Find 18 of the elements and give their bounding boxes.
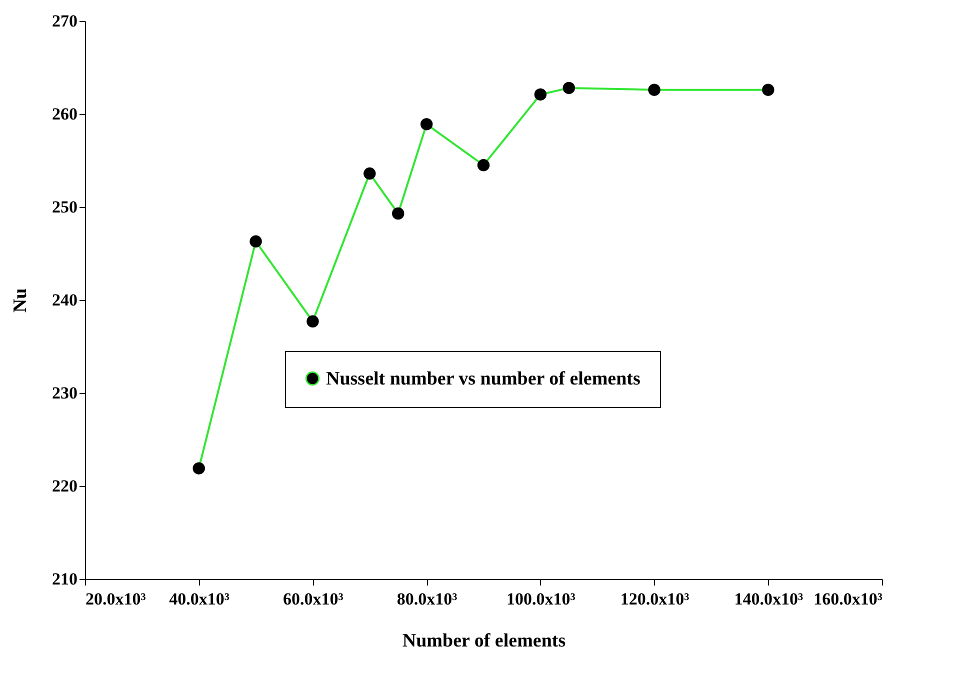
x-tick-label: 160.0x10³ xyxy=(814,590,882,608)
x-tick-label: 20.0x10³ xyxy=(86,590,146,608)
x-tick-label: 100.0x10³ xyxy=(506,590,576,608)
x-tick-label: 80.0x10³ xyxy=(396,590,458,608)
x-tick-label: 120.0x10³ xyxy=(620,590,690,608)
x-axis-title: Number of elements xyxy=(402,630,566,652)
y-tick-label: 250 xyxy=(52,198,78,216)
y-tick-label: 240 xyxy=(52,290,78,310)
legend-label: Nusselt number vs number of elements xyxy=(326,368,640,390)
y-tick-label: 220 xyxy=(52,476,78,496)
x-tick-label: 40.0x10³ xyxy=(169,590,230,608)
y-tick-label: 260 xyxy=(52,104,78,124)
y-axis-title: Nu xyxy=(10,288,31,313)
y-tick-label: 210 xyxy=(52,570,78,588)
y-tick-label: 230 xyxy=(52,384,78,402)
x-tick-label: 60.0x10³ xyxy=(283,590,344,608)
y-tick-label: 270 xyxy=(52,12,78,30)
x-tick-label: 140.0x10³ xyxy=(734,590,804,608)
